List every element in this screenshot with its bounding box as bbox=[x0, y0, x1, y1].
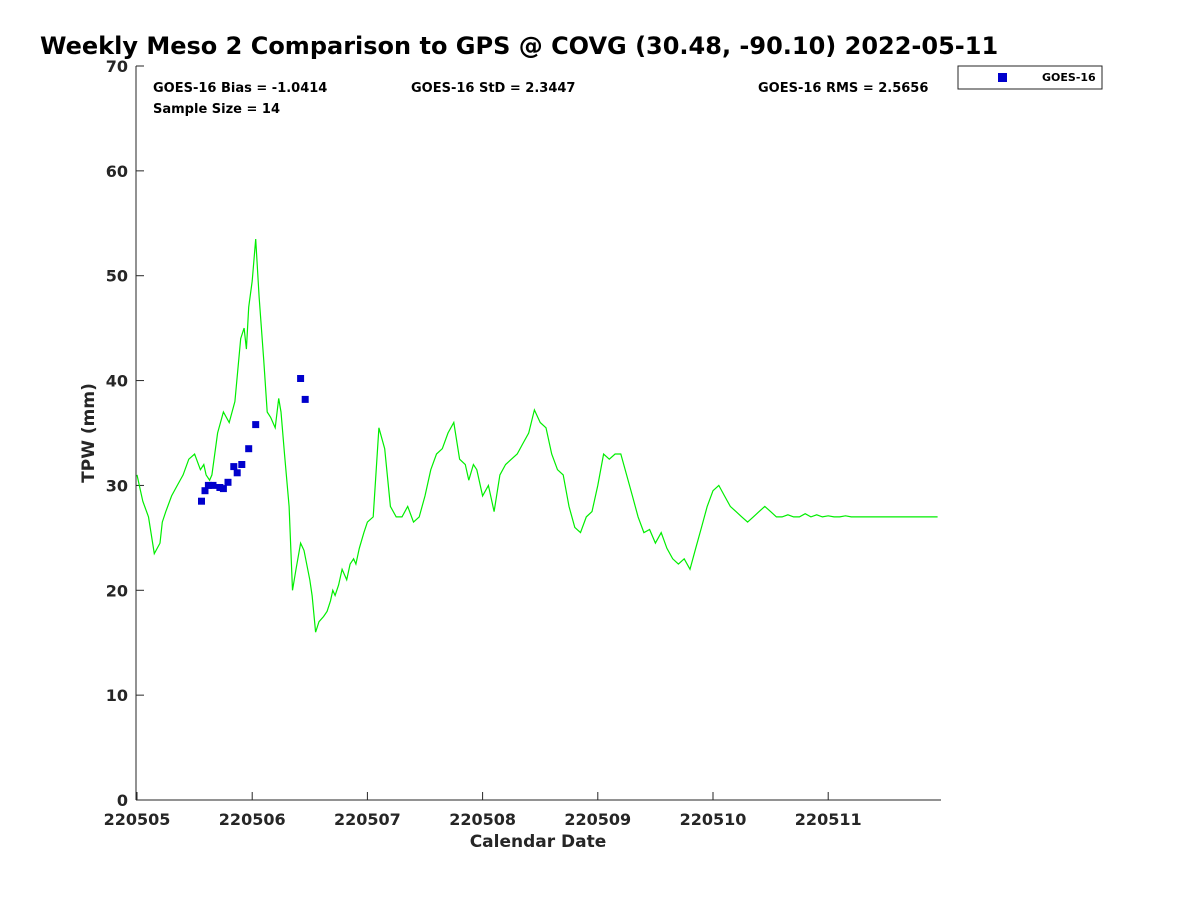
x-tick-label: 220508 bbox=[449, 810, 516, 829]
goes-16-point bbox=[245, 445, 253, 453]
x-tick-label: 220507 bbox=[334, 810, 401, 829]
goes-16-point bbox=[230, 463, 238, 471]
goes-16-point bbox=[224, 478, 232, 486]
y-tick-label: 10 bbox=[106, 686, 128, 705]
y-tick-label: 50 bbox=[106, 267, 128, 286]
goes-16-points bbox=[198, 375, 309, 505]
stats-box: GOES-16 Bias = -1.0414 GOES-16 StD = 2.3… bbox=[153, 81, 928, 117]
legend-marker-goes-16 bbox=[998, 73, 1007, 82]
x-axis-label: Calendar Date bbox=[470, 832, 607, 852]
y-tick-label: 40 bbox=[106, 372, 128, 391]
x-tick-label: 220506 bbox=[219, 810, 286, 829]
x-tick-label: 220511 bbox=[795, 810, 862, 829]
std-stat: GOES-16 StD = 2.3447 bbox=[411, 81, 575, 96]
plot-area: 0 10 20 30 40 50 60 70 220505 220506 220507 220508… bbox=[104, 57, 941, 829]
goes-16-point bbox=[198, 497, 205, 505]
x-tick-label: 220510 bbox=[680, 810, 747, 829]
rms-stat: GOES-16 RMS = 2.5656 bbox=[758, 81, 928, 96]
x-tick-label: 220505 bbox=[104, 810, 171, 829]
goes-16-point bbox=[297, 375, 305, 382]
x-tick-label: 220509 bbox=[564, 810, 631, 829]
plot-frame bbox=[136, 66, 941, 800]
legend-label-goes-16: GOES-16 bbox=[1042, 71, 1096, 84]
bias-stat: GOES-16 Bias = -1.0414 bbox=[153, 81, 327, 96]
y-axis-label: TPW (mm) bbox=[79, 383, 99, 483]
goes-16-point bbox=[219, 485, 227, 493]
goes-16-point bbox=[209, 481, 217, 489]
y-tick-label: 70 bbox=[106, 57, 128, 76]
y-tick-label: 20 bbox=[106, 581, 128, 600]
legend: GOES-16 bbox=[957, 65, 1103, 90]
goes-16-point bbox=[252, 421, 260, 429]
gps-series-line bbox=[136, 238, 938, 633]
y-tick-label: 0 bbox=[117, 791, 128, 810]
y-axis-ticks: 0 10 20 30 40 50 60 70 bbox=[106, 57, 144, 810]
x-axis-ticks: 220505 220506 220507 220508 220509 220510 2205… bbox=[104, 792, 862, 829]
y-tick-label: 30 bbox=[106, 476, 128, 495]
chart-title: Weekly Meso 2 Comparison to GPS @ COVG (… bbox=[40, 32, 998, 60]
sample-size-stat: Sample Size = 14 bbox=[153, 102, 280, 117]
goes-16-point bbox=[204, 481, 212, 489]
goes-16-point bbox=[238, 461, 246, 468]
y-tick-label: 60 bbox=[106, 162, 128, 181]
goes-16-point bbox=[201, 487, 209, 495]
goes-16-point bbox=[233, 469, 241, 477]
goes-16-point bbox=[301, 395, 309, 403]
legend-box bbox=[957, 65, 1103, 90]
